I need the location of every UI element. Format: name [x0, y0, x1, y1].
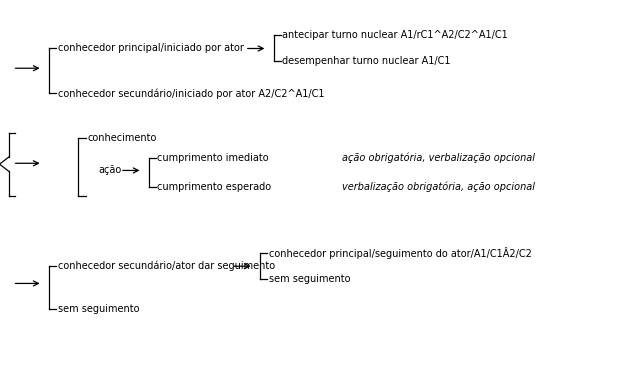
- Text: conhecedor secundário/ator dar seguimento: conhecedor secundário/ator dar seguiment…: [57, 261, 275, 272]
- Text: antecipar turno nuclear A1/rC1^A2/C2^A1/C1: antecipar turno nuclear A1/rC1^A2/C2^A1/…: [282, 30, 508, 40]
- Text: ação obrigatória, verbalização opcional: ação obrigatória, verbalização opcional: [342, 153, 535, 163]
- Text: cumprimento imediato: cumprimento imediato: [157, 153, 269, 163]
- Text: conhecedor principal/seguimento do ator/A1/C1Â2/C2: conhecedor principal/seguimento do ator/…: [269, 247, 531, 259]
- Text: ação: ação: [99, 165, 122, 175]
- Text: cumprimento esperado: cumprimento esperado: [157, 182, 271, 191]
- Text: desempenhar turno nuclear A1/C1: desempenhar turno nuclear A1/C1: [282, 56, 451, 66]
- Text: sem seguimento: sem seguimento: [269, 274, 350, 284]
- Text: conhecedor principal/iniciado por ator: conhecedor principal/iniciado por ator: [57, 44, 243, 53]
- Text: sem seguimento: sem seguimento: [57, 304, 139, 314]
- Text: conhecimento: conhecimento: [87, 133, 157, 143]
- Text: verbalização obrigatória, ação opcional: verbalização obrigatória, ação opcional: [342, 181, 535, 192]
- Text: conhecedor secundário/iniciado por ator A2/C2^A1/C1: conhecedor secundário/iniciado por ator …: [57, 88, 324, 98]
